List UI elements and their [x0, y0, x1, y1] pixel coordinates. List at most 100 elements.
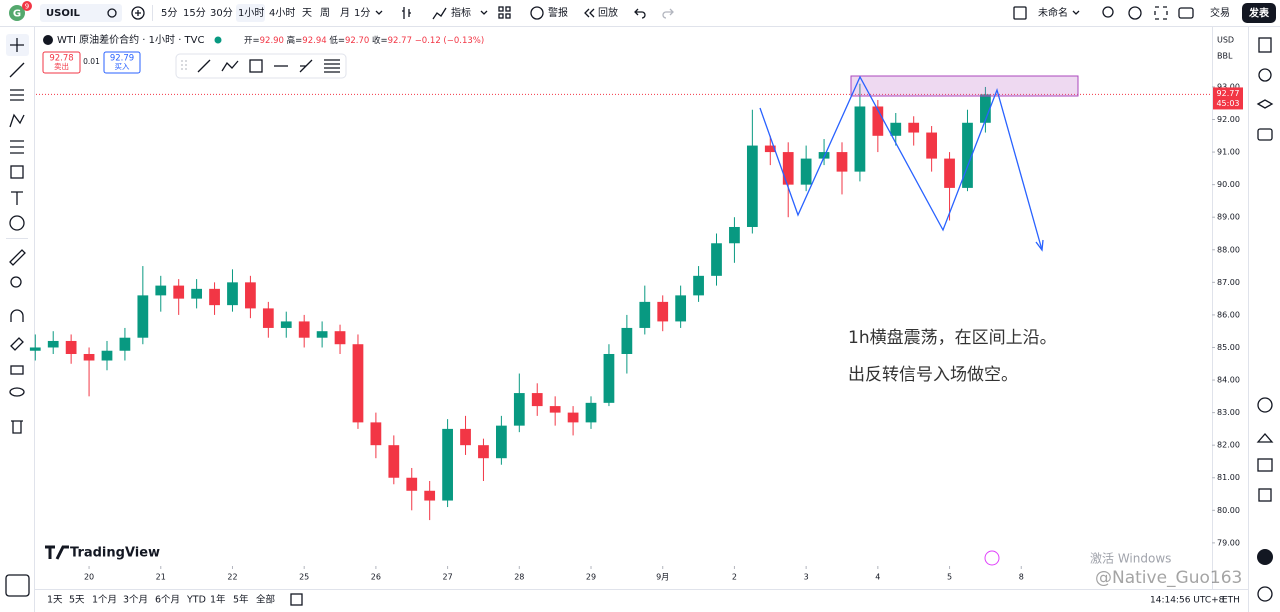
range-button[interactable]: 1天: [47, 595, 63, 606]
publish-button[interactable]: [1242, 3, 1276, 23]
alert[interactable]: 警报: [548, 6, 568, 19]
line-tool[interactable]: [197, 59, 211, 73]
rect-tool[interactable]: [249, 59, 263, 73]
text-tool[interactable]: [11, 191, 23, 205]
question-icon[interactable]: [1257, 586, 1273, 602]
calendar-icon[interactable]: [1257, 458, 1273, 472]
range-button[interactable]: YTD: [186, 595, 206, 606]
add-symbol-icon[interactable]: [131, 6, 145, 20]
indicators[interactable]: 指标: [451, 6, 471, 19]
compare-icon[interactable]: [107, 8, 117, 18]
interval[interactable]: 15分: [183, 7, 206, 19]
lock-tool[interactable]: [10, 365, 24, 375]
candle-body: [818, 152, 830, 159]
unit[interactable]: BBL: [1217, 52, 1233, 61]
interval[interactable]: 30分: [210, 7, 233, 19]
avatar[interactable]: [9, 5, 25, 21]
crosshair-tool[interactable]: [10, 38, 24, 52]
symbol-logo: [43, 35, 53, 45]
brush-tool[interactable]: [299, 59, 313, 73]
interval[interactable]: 月: [340, 7, 350, 19]
range-button[interactable]: 5年: [233, 594, 249, 606]
watchlist-icon[interactable]: [1258, 37, 1272, 53]
interval[interactable]: 5分: [161, 7, 177, 19]
interval[interactable]: 4小时: [269, 7, 295, 19]
layout-checkbox[interactable]: [1013, 6, 1027, 20]
layout-dropdown[interactable]: [1072, 10, 1080, 15]
templates-icon[interactable]: [498, 6, 504, 12]
interval[interactable]: 天: [302, 8, 312, 19]
x-tick-label: 8: [1019, 573, 1024, 582]
forecast-tool[interactable]: [10, 140, 24, 154]
currency[interactable]: USD: [1217, 36, 1234, 45]
object-tree-button[interactable]: [5, 574, 30, 597]
delete-tool[interactable]: [11, 420, 23, 434]
fib-tool[interactable]: [10, 89, 24, 101]
watermark: @Native_Guo163: [1095, 568, 1242, 588]
drag-handle[interactable]: [181, 60, 187, 72]
candle-body: [872, 106, 884, 136]
candle-body: [47, 340, 59, 348]
y-tick-label: 85.00: [1217, 343, 1240, 352]
quick-search-icon[interactable]: [1102, 6, 1114, 18]
plot-area: [29, 83, 1212, 521]
symbol-search[interactable]: [40, 4, 122, 22]
symbol: USOIL: [46, 8, 81, 19]
interval[interactable]: 周: [320, 7, 330, 19]
range-button[interactable]: 全部: [256, 594, 275, 606]
sell-button[interactable]: [42, 51, 81, 74]
layout-name[interactable]: 未命名: [1038, 6, 1068, 19]
interval[interactable]: 1小时: [238, 7, 264, 19]
hide-tool[interactable]: [9, 387, 25, 397]
candle-body: [262, 308, 274, 328]
buy-button[interactable]: [103, 51, 141, 74]
layers-icon[interactable]: [1256, 99, 1274, 109]
interval-dropdown[interactable]: [375, 10, 383, 15]
more-tool[interactable]: [324, 59, 340, 73]
settings-icon[interactable]: [1128, 6, 1142, 20]
redo-icon[interactable]: [662, 8, 674, 19]
path-tool[interactable]: [221, 60, 239, 72]
countdown: 45:03: [1216, 99, 1239, 108]
ruler-tool[interactable]: [9, 249, 26, 266]
range-button[interactable]: 1年: [210, 594, 226, 606]
legend-key: 高=: [287, 35, 303, 46]
range-button[interactable]: 3个月: [123, 595, 148, 606]
flash-icon[interactable]: [984, 550, 1000, 566]
candle-body: [442, 428, 453, 501]
ideas-icon[interactable]: [1256, 433, 1274, 443]
chat-icon[interactable]: [1257, 128, 1273, 141]
candle-body: [334, 331, 346, 345]
stay-drawing-tool[interactable]: [10, 337, 24, 351]
range-button[interactable]: 1个月: [92, 595, 117, 606]
legend-value: 92.90: [260, 36, 284, 46]
chart-type-icon[interactable]: [402, 7, 411, 19]
zoom-tool[interactable]: [10, 276, 22, 288]
interval[interactable]: 1分: [354, 7, 370, 19]
news-icon[interactable]: [1258, 488, 1272, 502]
fullscreen-icon[interactable]: [1154, 6, 1168, 20]
trade[interactable]: 交易: [1210, 6, 1230, 19]
replay[interactable]: 回放: [598, 6, 618, 19]
undo-icon[interactable]: [634, 8, 646, 19]
shape-tool[interactable]: [10, 165, 24, 179]
help-icon[interactable]: [1257, 549, 1273, 565]
range-button[interactable]: 5天: [69, 595, 85, 606]
indicators-dropdown[interactable]: [480, 10, 488, 15]
y-tick-label: 91.00: [1217, 148, 1240, 157]
indicators-icon[interactable]: [432, 7, 447, 20]
candle-body: [460, 428, 471, 446]
emoji-tool[interactable]: [9, 215, 25, 231]
replay-icon[interactable]: [584, 8, 595, 18]
pattern-tool[interactable]: [9, 113, 25, 128]
legend-key: 开=: [244, 36, 260, 46]
session[interactable]: ETH: [1222, 596, 1240, 606]
alerts-icon[interactable]: [1258, 68, 1272, 82]
alert-icon[interactable]: [530, 6, 544, 20]
snapshot-icon[interactable]: [1178, 7, 1194, 19]
magnet-tool[interactable]: [10, 309, 24, 322]
trend-line-tool[interactable]: [9, 62, 25, 78]
range-button[interactable]: 6个月: [155, 595, 180, 606]
goto-date-icon[interactable]: [290, 593, 303, 606]
target-icon[interactable]: [1257, 397, 1273, 413]
